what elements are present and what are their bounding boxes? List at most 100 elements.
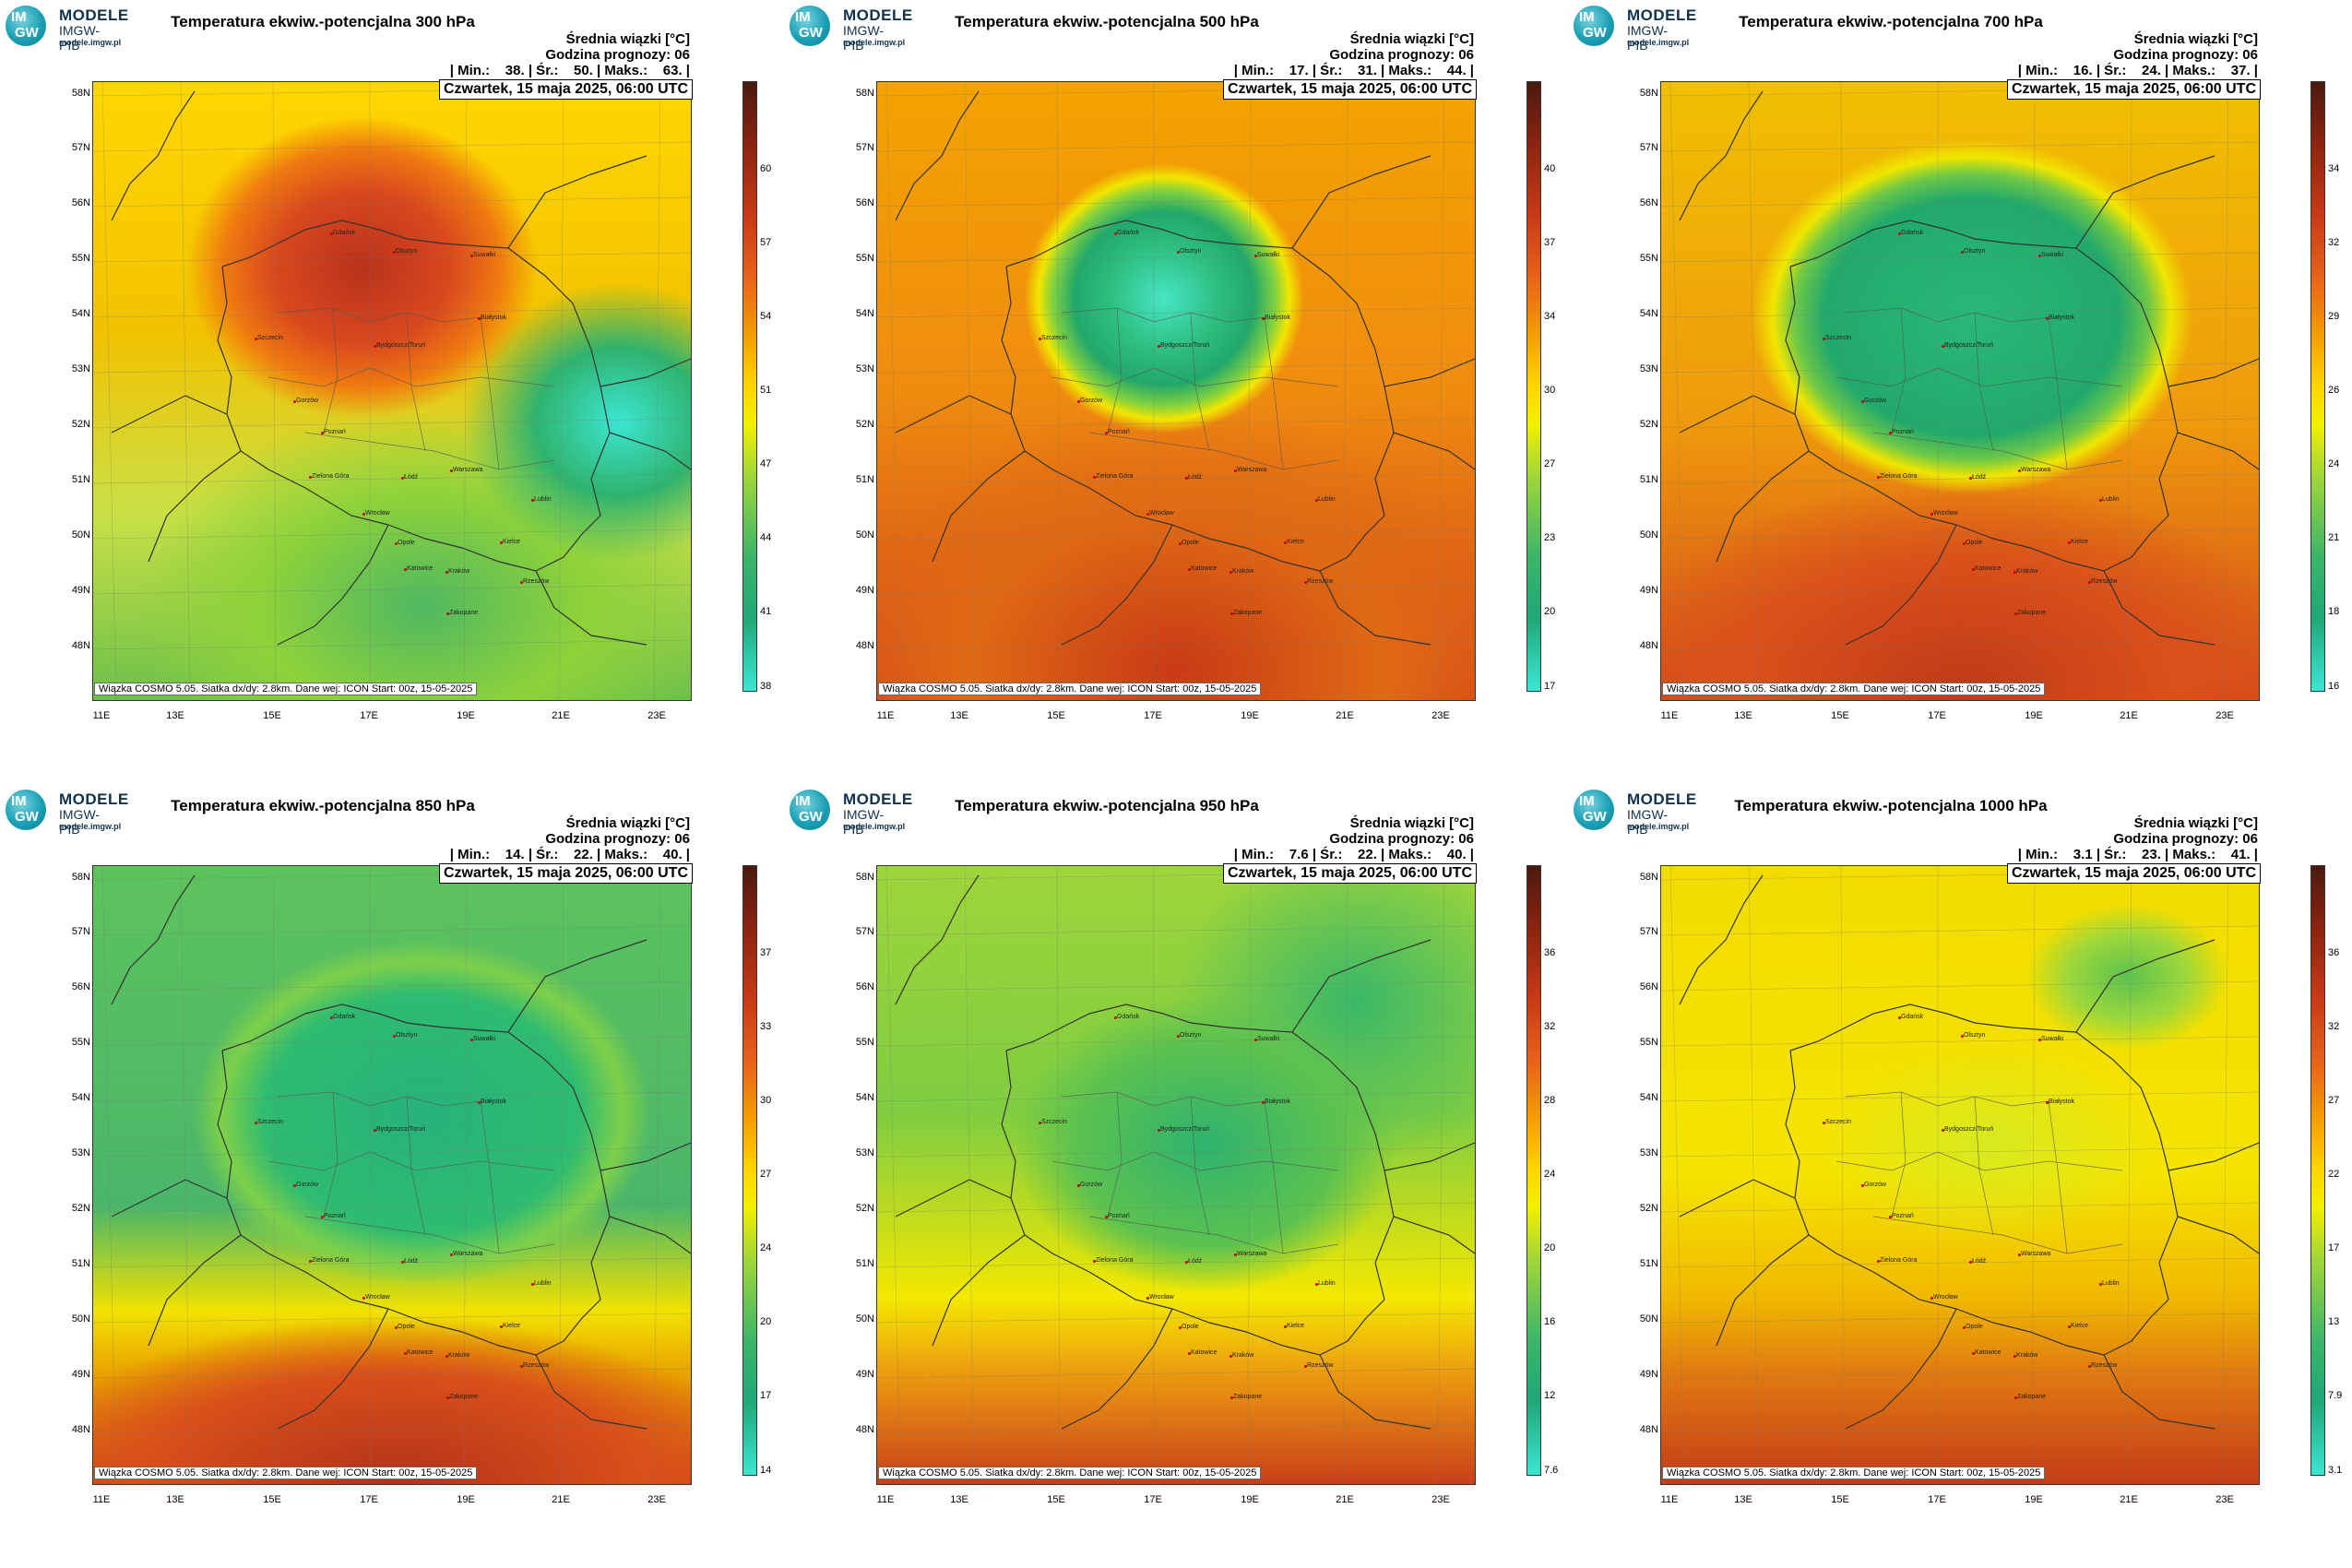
latitude-label: 53N [71,363,90,374]
city-label: Zakopane [2013,610,2047,616]
border-lines [877,82,1475,700]
colorbar [2310,865,2325,1476]
longitude-label: 17E [360,1494,378,1505]
border-lines [1661,82,2259,700]
city-label: Gorzów [1076,1182,1103,1188]
city-label: Warszawa [2017,467,2051,473]
latitude-label: 52N [71,1203,90,1214]
city-label: Zakopane [1229,610,1263,616]
colorbar-tick: 22 [2328,1169,2340,1180]
model-footnote: Wiązka COSMO 5.05. Siatka dx/dy: 2.8km. … [878,1467,1262,1479]
stats-line: | Min.: 38. | Śr.: 50. | Maks.: 63. | [449,63,690,78]
border-lines [93,866,691,1484]
latitude-label: 55N [71,1037,90,1048]
city-label: Zielona Góra [1092,1257,1134,1264]
panel-title: Temperatura ekwiw.-potencjalna 500 hPa [955,13,1259,30]
city-label: Szczecin [254,1119,284,1125]
colorbar-tick: 38 [760,681,772,692]
latitude-label: 49N [1639,585,1658,596]
latitude-label: 48N [71,1424,90,1435]
city-label: Bydgoszcz/Toruń [373,342,426,349]
latitude-label: 53N [855,1147,874,1158]
city-label: Białystok [2045,315,2075,321]
colorbar-tick: 14 [760,1465,772,1476]
city-label: Białystok [477,1099,507,1105]
city-label: Rzeszów [519,1362,550,1369]
imgw-logo: IM GW MODELE IMGW-PIB modele.imgw.pl [790,6,912,53]
longitude-label: 17E [1144,710,1162,721]
imgw-logo-mark: IM GW [790,6,830,46]
city-label: Katowice [1971,1349,2002,1356]
stats-line: | Min.: 14. | Śr.: 22. | Maks.: 40. | [449,847,690,862]
colorbar-tick: 21 [2328,532,2340,543]
longitude-label: 13E [1734,1494,1752,1505]
colorbar-tick: 44 [760,532,772,543]
longitude-label: 11E [92,710,111,721]
latitude-label: 54N [1639,1092,1658,1103]
imgw-logo-mark: IM GW [6,6,46,46]
city-label: Kraków [445,1352,470,1359]
imgw-logo: IM GW MODELE IMGW-PIB modele.imgw.pl [6,790,128,837]
model-footnote: Wiązka COSMO 5.05. Siatka dx/dy: 2.8km. … [94,1467,478,1479]
logo-text-url: modele.imgw.pl [59,822,122,831]
city-label: Poznań [1889,1213,1914,1219]
latitude-label: 58N [855,872,874,883]
map-panel: IM GW MODELE IMGW-PIB modele.imgw.pl Temperat… [0,0,784,784]
latitude-label: 57N [1639,926,1658,937]
city-label: Wrocław [1146,1294,1174,1301]
city-label: Poznań [1105,1213,1130,1219]
latitude-label: 50N [1639,529,1658,540]
city-label: Szczecin [254,335,284,341]
forecast-hour-label: Godzina prognozy: 06 [1329,831,1474,847]
colorbar-tick: 13 [2328,1316,2340,1327]
valid-date: Czwartek, 15 maja 2025, 06:00 UTC [2006,79,2261,100]
latitude-label: 55N [71,253,90,264]
panel-title: Temperatura ekwiw.-potencjalna 300 hPa [171,13,475,30]
colorbar-tick: 32 [2328,1021,2340,1032]
latitude-label: 52N [71,419,90,430]
imgw-logo-mark: IM GW [1574,6,1614,46]
imgw-logo: IM GW MODELE IMGW-PIB modele.imgw.pl [1574,790,1696,837]
latitude-label: 48N [1639,1424,1658,1435]
longitude-label: 11E [1660,1494,1679,1505]
colorbar-tick: 33 [760,1021,772,1032]
city-label: Wrocław [362,1294,390,1301]
logo-mark-bottom: GW [799,25,823,41]
city-label: Gdańsk [329,230,356,236]
latitude-label: 56N [71,981,90,992]
city-label: Lublin [1315,496,1336,503]
imgw-logo: IM GW MODELE IMGW-PIB modele.imgw.pl [6,6,128,53]
longitude-label: 15E [263,1494,281,1505]
colorbar-tick: 7.6 [1544,1465,1559,1476]
longitude-label: 13E [1734,710,1752,721]
city-label: Lublin [2099,1280,2120,1287]
temperature-field [93,866,691,1484]
forecast-map: Gdańsk Olsztyn Suwałki Szczecin Bydgoszcz/To… [1660,865,2260,1485]
colorbar-tick: 32 [1544,1021,1556,1032]
longitude-label: 17E [1144,1494,1162,1505]
longitude-label: 17E [360,710,378,721]
longitude-label: 19E [1241,1494,1259,1505]
colorbar-tick: 3.1 [2328,1465,2343,1476]
temperature-field [1661,866,2259,1484]
city-label: Poznań [1105,429,1130,435]
forecast-map: Gdańsk Olsztyn Suwałki Szczecin Bydgoszcz/To… [92,81,692,701]
city-label: Bydgoszcz/Toruń [1157,342,1210,349]
longitude-label: 13E [950,1494,968,1505]
colorbar-tick: 30 [760,1095,772,1106]
city-label: Białystok [1261,315,1291,321]
map-panel: IM GW MODELE IMGW-PIB modele.imgw.pl Temperat… [0,784,784,1568]
longitude-label: 19E [457,710,475,721]
latitude-label: 58N [71,872,90,883]
logo-mark-top: IM [795,793,811,809]
longitude-label: 23E [1431,710,1450,721]
city-label: Białystok [477,315,507,321]
longitude-label: 11E [876,710,895,721]
logo-mark-top: IM [11,793,27,809]
city-label: Suwałki [2037,1036,2064,1042]
city-label: Łódź [1968,1258,1987,1265]
latitude-label: 51N [71,474,90,485]
mean-label: Średnia wiązki [°C] [565,815,690,831]
city-label: Kraków [2013,1352,2038,1359]
city-label: Zielona Góra [1092,473,1134,480]
